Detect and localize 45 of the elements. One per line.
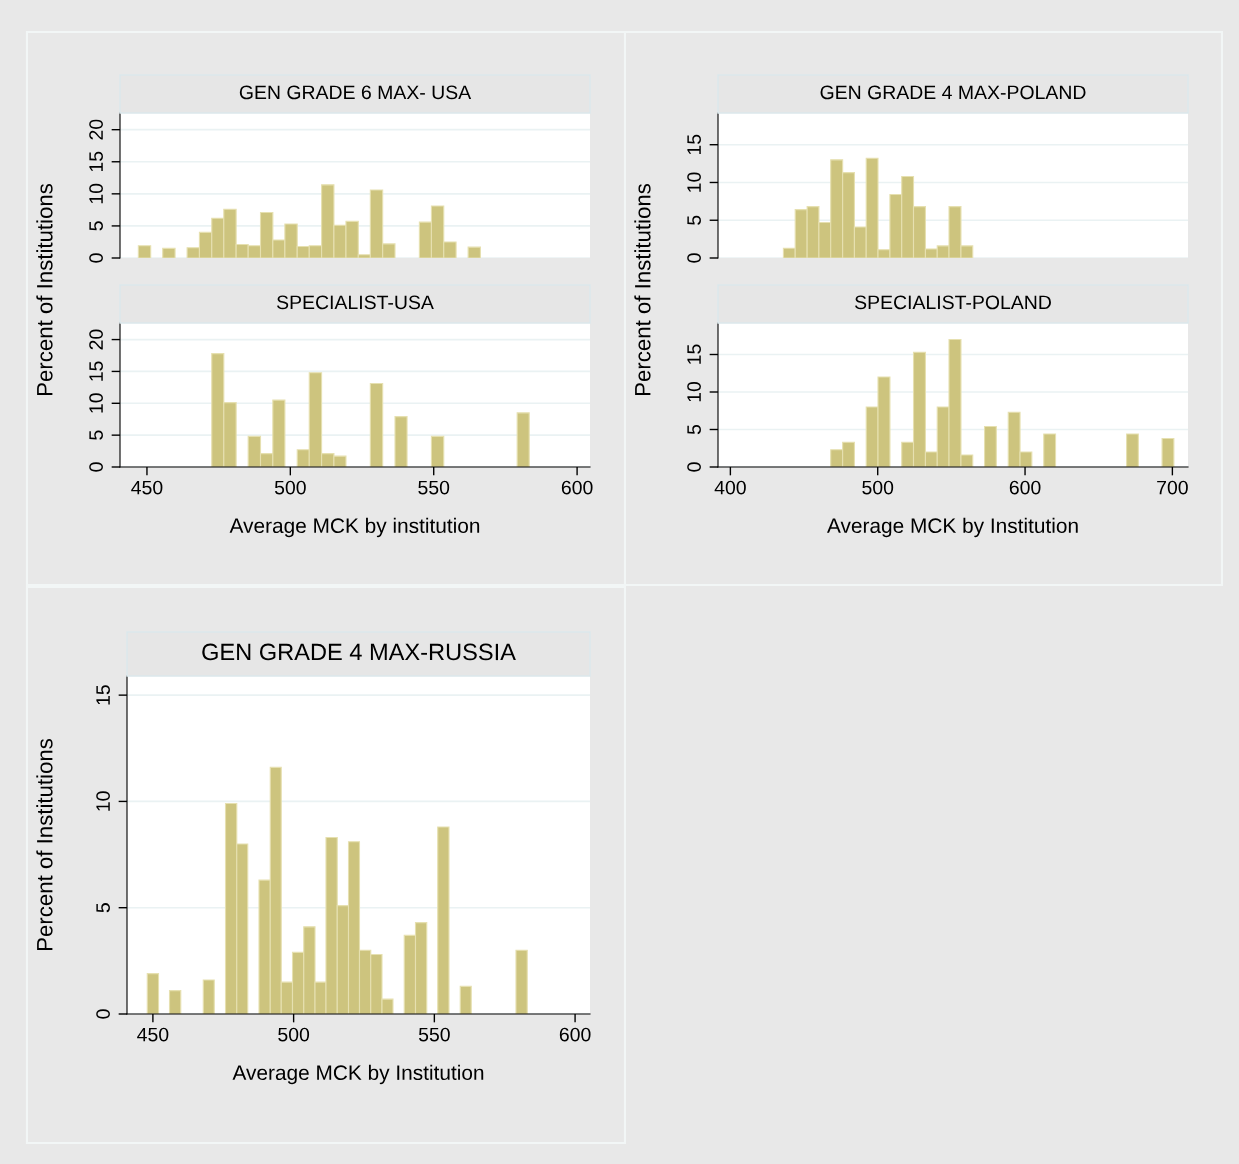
chart-title: GEN GRADE 4 MAX-RUSSIA bbox=[202, 643, 516, 661]
y-tick-label: 20 bbox=[89, 119, 103, 140]
x-tick-label: 600 bbox=[1009, 480, 1041, 495]
y-tick-label: 10 bbox=[687, 172, 701, 192]
x-tick-label: 450 bbox=[131, 480, 163, 495]
chart-title: SPECIALIST-USA bbox=[277, 295, 434, 310]
y-tick-label: 5 bbox=[687, 424, 701, 435]
y-tick-label: 15 bbox=[89, 361, 103, 381]
y-tick-label: 0 bbox=[96, 1009, 110, 1019]
y-tick-label: 20 bbox=[89, 329, 103, 350]
x-axis-title: Average MCK by institution bbox=[229, 517, 480, 538]
y-tick-label: 5 bbox=[89, 430, 103, 440]
x-tick-label: 700 bbox=[1157, 480, 1188, 495]
x-tick-label: 550 bbox=[418, 480, 450, 495]
y-tick-label: 10 bbox=[96, 791, 110, 811]
y-tick-label: 5 bbox=[687, 215, 701, 225]
y-tick-label: 15 bbox=[687, 134, 701, 155]
y-tick-label: 10 bbox=[687, 381, 701, 402]
x-tick-label: 600 bbox=[559, 1027, 591, 1042]
chart-title: GEN GRADE 6 MAX- USA bbox=[239, 85, 472, 100]
y-tick-label: 0 bbox=[89, 462, 103, 472]
y-tick-label: 0 bbox=[687, 462, 701, 472]
y-tick-label: 10 bbox=[89, 393, 103, 413]
y-axis-title: Percent of Institutions bbox=[36, 738, 53, 951]
chart-title: GEN GRADE 4 MAX-POLAND bbox=[820, 85, 1086, 100]
y-tick-label: 10 bbox=[89, 183, 103, 204]
x-axis-title: Average MCK by Institution bbox=[232, 1064, 484, 1085]
x-tick-label: 500 bbox=[278, 1027, 310, 1042]
chart-title: SPECIALIST-POLAND bbox=[855, 295, 1051, 310]
y-tick-label: 0 bbox=[687, 253, 701, 263]
y-axis-title: Percent of Institutions bbox=[634, 183, 651, 396]
x-tick-label: 600 bbox=[561, 480, 593, 495]
x-tick-label: 550 bbox=[418, 1027, 450, 1042]
x-axis-title: Average MCK by Institution bbox=[827, 517, 1078, 538]
y-tick-label: 5 bbox=[89, 221, 103, 231]
y-tick-label: 15 bbox=[687, 344, 701, 364]
y-tick-label: 15 bbox=[89, 151, 103, 172]
y-tick-label: 5 bbox=[96, 903, 110, 913]
x-tick-label: 450 bbox=[137, 1027, 169, 1042]
x-tick-label: 500 bbox=[274, 480, 306, 495]
y-tick-label: 15 bbox=[96, 685, 110, 705]
x-tick-label: 400 bbox=[714, 480, 746, 495]
y-axis-title: Percent of Institutions bbox=[36, 183, 53, 396]
y-tick-label: 0 bbox=[89, 253, 103, 263]
x-tick-label: 500 bbox=[862, 480, 894, 495]
